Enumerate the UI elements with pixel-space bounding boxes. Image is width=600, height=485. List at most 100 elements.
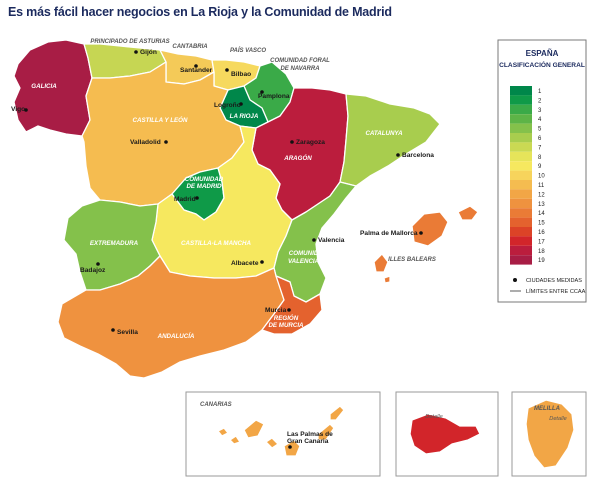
- legend-swatch-19: [510, 255, 532, 265]
- label-pais-vasco: PAÍS VASCO: [230, 47, 266, 54]
- label-murcia-2: DE MURCIA: [268, 322, 304, 329]
- legend-rank-10: 10: [538, 174, 545, 180]
- legend-swatch-7: [510, 142, 532, 152]
- label-baleares: ILLES BALEARS: [388, 257, 436, 263]
- svg-text:Sevilla: Sevilla: [117, 329, 138, 336]
- legend-swatch-5: [510, 123, 532, 133]
- label-navarra-1: COMUNIDAD FORAL: [270, 58, 330, 64]
- city-bilbao: Bilbao: [225, 68, 251, 78]
- legend-rank-8: 8: [538, 155, 542, 161]
- svg-text:Albacete: Albacete: [231, 260, 259, 267]
- svg-text:Badajoz: Badajoz: [80, 267, 106, 274]
- region-baleares[interactable]: [373, 205, 479, 284]
- city-madrid: Madrid: [174, 196, 199, 203]
- inset-canarias[interactable]: CANARIAS Las Palmas de Gran Canaria: [185, 391, 381, 477]
- region-murcia[interactable]: [261, 275, 323, 335]
- city-santander: Santander: [180, 64, 213, 74]
- city-vigo: Vigo: [11, 106, 28, 113]
- inset-ceuta[interactable]: CEUTA Detalle: [395, 391, 499, 477]
- svg-text:Valencia: Valencia: [318, 237, 345, 244]
- region-catalunya[interactable]: [339, 93, 441, 187]
- legend-borders: LÍMITES ENTRE CCAA: [526, 288, 586, 295]
- city-barcelona: Barcelona: [396, 152, 434, 159]
- legend-rank-17: 17: [538, 239, 545, 245]
- city-murcia: Murcia: [265, 307, 291, 314]
- city-logrono: Logroño: [214, 102, 243, 109]
- legend-cities: CIUDADES MEDIDAS: [526, 278, 582, 284]
- city-valladolid: Valladolid: [130, 139, 168, 146]
- svg-text:Palma de Mallorca: Palma de Mallorca: [360, 230, 418, 237]
- svg-text:Madrid: Madrid: [174, 196, 196, 203]
- label-la-rioja: LA RIOJA: [230, 113, 259, 120]
- svg-text:Santander: Santander: [180, 67, 213, 74]
- legend-rank-19: 19: [538, 258, 545, 264]
- svg-text:Vigo: Vigo: [11, 106, 25, 113]
- legend-swatch-8: [510, 151, 532, 162]
- legend-rank-15: 15: [538, 221, 545, 227]
- legend-swatch-18: [510, 245, 532, 256]
- label-andalucia: ANDALUCÍA: [157, 333, 195, 340]
- svg-text:Bilbao: Bilbao: [231, 71, 251, 78]
- legend-swatch-14: [510, 208, 532, 218]
- label-murcia-1: REGIÓN: [274, 315, 299, 322]
- legend-swatch-6: [510, 133, 532, 143]
- legend-rank-12: 12: [538, 192, 545, 198]
- label-extremadura: EXTREMADURA: [90, 240, 139, 247]
- city-albacete: Albacete: [231, 260, 264, 267]
- city-pamplona: Pamplona: [258, 90, 290, 100]
- label-valenciana-2: VALENCIANA: [288, 258, 329, 265]
- svg-text:MELILLA: MELILLA: [534, 406, 560, 412]
- legend-swatch-9: [510, 161, 532, 171]
- legend-rank-11: 11: [538, 183, 545, 189]
- legend-rank-9: 9: [538, 164, 542, 170]
- legend-swatch-13: [510, 198, 532, 209]
- legend-rank-5: 5: [538, 127, 542, 133]
- legend-title-2: CLASIFICACIÓN GENERAL: [499, 60, 585, 69]
- svg-text:Valladolid: Valladolid: [130, 139, 161, 146]
- legend-swatch-17: [510, 236, 532, 246]
- label-madrid-2: DE MADRID: [186, 183, 222, 190]
- label-valenciana-1: COMUNIDAD: [289, 250, 328, 257]
- label-castilla-leon: CASTILLA Y LEÓN: [133, 117, 188, 124]
- legend-rank-14: 14: [538, 211, 545, 217]
- legend-swatch-2: [510, 95, 532, 105]
- label-galicia: GALICIA: [31, 83, 57, 90]
- svg-text:Gijón: Gijón: [140, 49, 157, 56]
- legend-title-1: ESPAÑA: [526, 49, 559, 58]
- legend-swatch-11: [510, 180, 532, 190]
- city-gijon: Gijón: [134, 49, 157, 56]
- legend-swatch-4: [510, 114, 532, 124]
- legend-swatch-12: [510, 189, 532, 199]
- svg-text:CEUTA: CEUTA: [420, 402, 440, 408]
- city-badajoz: Badajoz: [80, 262, 106, 274]
- city-valencia: Valencia: [312, 237, 345, 244]
- inset-melilla-sub: Detalle: [549, 416, 566, 422]
- svg-text:CANARIAS: CANARIAS: [200, 402, 232, 408]
- legend: ESPAÑA CLASIFICACIÓN GENERAL 12345678910…: [497, 39, 587, 303]
- legend-rank-4: 4: [538, 117, 542, 123]
- legend-swatch-15: [510, 217, 532, 227]
- svg-text:Murcia: Murcia: [265, 307, 287, 314]
- label-cantabria: CANTABRIA: [172, 44, 207, 50]
- legend-rank-7: 7: [538, 145, 542, 151]
- legend-swatch-10: [510, 170, 532, 180]
- city-zaragoza: Zaragoza: [290, 139, 325, 146]
- label-castilla-mancha: CASTILLA-LA MANCHA: [181, 240, 251, 247]
- svg-text:Pamplona: Pamplona: [258, 93, 290, 100]
- city-sevilla: Sevilla: [111, 328, 138, 336]
- map-title: Es más fácil hacer negocios en La Rioja …: [8, 5, 392, 19]
- legend-swatch-1: [510, 86, 532, 96]
- label-madrid-1: COMUNIDAD: [185, 176, 224, 183]
- label-catalunya: CATALUNYA: [365, 130, 403, 137]
- city-palma: Palma de Mallorca: [360, 230, 423, 237]
- inset-melilla[interactable]: MELILLA Detalle: [511, 391, 587, 477]
- legend-swatch-3: [510, 104, 532, 115]
- legend-rank-16: 16: [538, 230, 545, 236]
- inset-ceuta-sub: Detalle: [425, 414, 442, 420]
- legend-rank-6: 6: [538, 136, 542, 142]
- svg-text:Barcelona: Barcelona: [402, 152, 434, 159]
- legend-rank-13: 13: [538, 202, 545, 208]
- svg-text:Logroño: Logroño: [214, 102, 241, 109]
